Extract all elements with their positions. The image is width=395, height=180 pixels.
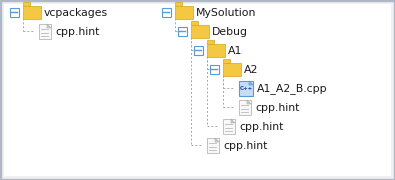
Bar [191,25,209,38]
Polygon shape [231,119,235,123]
Bar [194,46,203,55]
Bar [210,65,219,74]
Bar [207,44,225,57]
Text: MySolution: MySolution [196,8,256,18]
Bar [162,8,171,17]
Bar [207,40,214,44]
Polygon shape [247,100,251,104]
Bar [207,138,219,153]
Bar [23,6,41,19]
FancyBboxPatch shape [4,4,391,176]
Text: A1: A1 [228,46,243,56]
Bar [239,100,251,115]
Bar [223,119,235,134]
Text: cpp.hint: cpp.hint [239,122,283,132]
Polygon shape [249,81,253,85]
Text: A1_A2_B.cpp: A1_A2_B.cpp [257,84,327,95]
Polygon shape [215,138,219,142]
Text: cpp.hint: cpp.hint [255,103,299,113]
Bar [39,24,51,39]
Bar [223,59,230,63]
Bar [175,2,182,6]
Text: A2: A2 [244,65,258,75]
Bar [175,6,193,19]
Bar [239,81,253,96]
Text: cpp.hint: cpp.hint [223,141,267,151]
Bar [10,8,19,17]
Text: vcpackages: vcpackages [44,8,108,18]
Bar [23,2,30,6]
Text: Debug: Debug [212,27,248,37]
Text: C++: C++ [239,87,253,91]
Bar [178,27,187,36]
Bar [223,63,241,76]
Bar [191,21,198,25]
Polygon shape [47,24,51,28]
Text: cpp.hint: cpp.hint [55,27,100,37]
